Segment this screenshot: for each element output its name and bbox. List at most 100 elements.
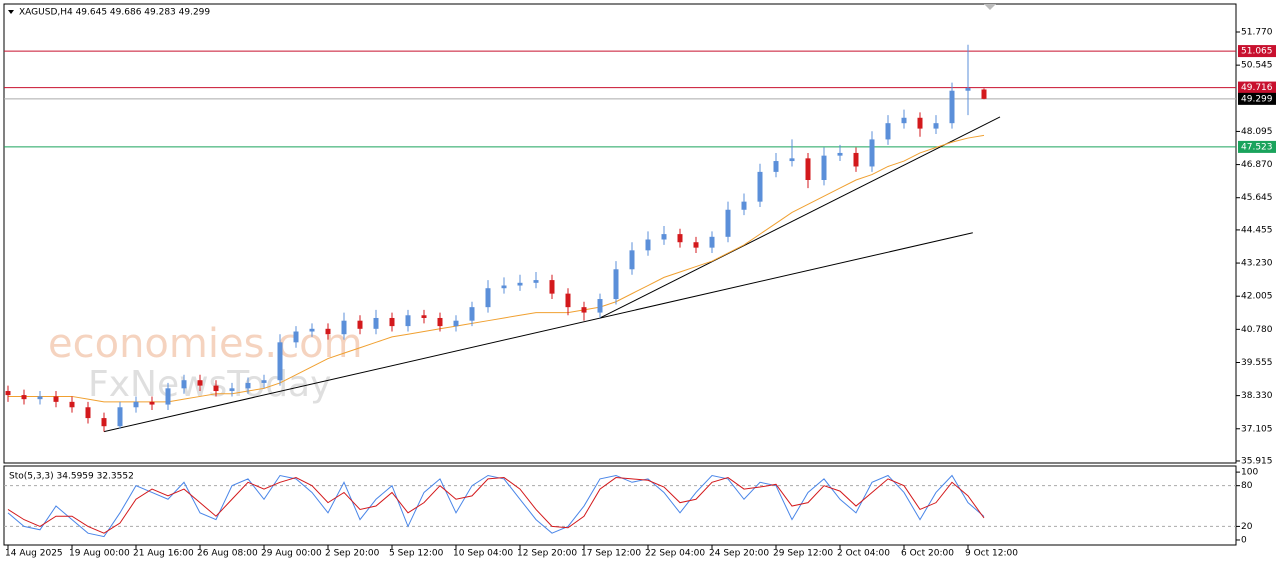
candle-body	[485, 288, 491, 308]
x-tick-label: 26 Aug 08:00	[197, 549, 258, 559]
candle-body	[965, 88, 971, 91]
candle-body	[533, 280, 539, 283]
trendline	[103, 232, 973, 433]
x-tick-label: 2 Sep 20:00	[325, 549, 380, 559]
y-tick-label: 46.870	[1241, 160, 1273, 170]
candle-body	[789, 158, 795, 162]
candle-body	[373, 317, 379, 329]
candle-body	[37, 396, 43, 400]
candle-body	[581, 307, 587, 313]
candle-body	[133, 401, 139, 408]
candle-body	[805, 158, 811, 180]
moving-average	[8, 134, 985, 403]
price-level-box	[1238, 92, 1276, 105]
candle-body	[741, 201, 747, 210]
candle-body	[853, 152, 859, 167]
y-tick-label: 38.330	[1241, 391, 1273, 401]
candle-body	[501, 285, 507, 289]
candle-body	[117, 407, 123, 427]
indicator-tick-label: 20	[1241, 522, 1253, 532]
candle-body	[437, 317, 443, 327]
indicator-tick-label: 0	[1241, 535, 1247, 545]
indicator-panel	[3, 465, 1237, 546]
watermark: FxNewsToday	[88, 364, 331, 405]
candle-body	[981, 89, 987, 99]
y-tick-label: 51.770	[1241, 28, 1273, 38]
x-tick-label: 14 Aug 2025	[5, 549, 63, 559]
candle-body	[773, 161, 779, 172]
candle-body	[549, 280, 555, 294]
candle-body	[293, 331, 299, 343]
x-tick-label: 12 Sep 20:00	[517, 549, 577, 559]
candle-body	[245, 382, 251, 389]
chart-title: XAGUSD,H4 49.645 49.686 49.283 49.299	[19, 8, 210, 18]
price-level-box	[1238, 81, 1276, 94]
candle-body	[917, 117, 923, 129]
candle-body	[725, 209, 731, 237]
price-level-box	[1238, 45, 1276, 58]
x-tick-label: 29 Sep 12:00	[773, 549, 833, 559]
menu-arrow[interactable]	[8, 10, 14, 14]
candle-body	[837, 152, 843, 156]
candle-body	[53, 396, 59, 402]
y-tick-label: 35.915	[1241, 456, 1273, 466]
x-tick-label: 29 Aug 00:00	[261, 549, 322, 559]
candle-body	[197, 380, 203, 386]
candle-body	[693, 242, 699, 248]
candle-body	[341, 320, 347, 335]
candle-body	[357, 320, 363, 329]
price-level-box	[1238, 140, 1276, 153]
candle-body	[757, 171, 763, 202]
price-level-label: 49.716	[1241, 83, 1273, 93]
stochastic-line	[7, 476, 985, 534]
candle-body	[325, 328, 331, 335]
x-tick-label: 17 Sep 12:00	[581, 549, 641, 559]
candle-body	[453, 320, 459, 327]
y-tick-label: 44.455	[1241, 225, 1273, 235]
candle-body	[709, 236, 715, 248]
candle-body	[565, 293, 571, 308]
indicator-tick-label: 100	[1241, 468, 1258, 478]
candle-body	[661, 234, 667, 240]
candle-body	[901, 117, 907, 124]
candle-body	[5, 391, 11, 396]
trendline	[599, 116, 1001, 319]
candle-body	[69, 401, 75, 408]
price-level-label: 51.065	[1241, 47, 1273, 57]
candle-body	[277, 342, 283, 381]
price-level-label: 47.523	[1241, 142, 1273, 152]
watermark: economies.com	[48, 321, 363, 367]
candle-body	[149, 401, 155, 405]
candle-body	[309, 328, 315, 332]
candle-body	[213, 385, 219, 392]
y-tick-label: 42.005	[1241, 292, 1273, 302]
candle-body	[165, 388, 171, 405]
x-tick-label: 10 Sep 04:00	[453, 549, 513, 559]
price-level-label: 49.299	[1241, 94, 1273, 104]
candle-body	[181, 380, 187, 389]
candle-body	[421, 315, 427, 318]
y-tick-label: 37.105	[1241, 424, 1273, 434]
candle-body	[869, 139, 875, 167]
x-tick-label: 2 Oct 04:00	[837, 549, 890, 559]
candle-body	[677, 234, 683, 243]
stochastic-line	[7, 474, 985, 538]
candle-body	[85, 407, 91, 419]
y-tick-label: 39.555	[1241, 358, 1273, 368]
y-tick-label: 45.645	[1241, 193, 1273, 203]
candle-body	[517, 282, 523, 286]
y-tick-label: 48.095	[1241, 127, 1273, 137]
candle-body	[949, 90, 955, 124]
y-tick-label: 40.780	[1241, 325, 1273, 335]
candle-body	[389, 317, 395, 327]
candle-body	[469, 307, 475, 321]
x-tick-label: 22 Sep 04:00	[645, 549, 705, 559]
candle-body	[613, 269, 619, 300]
x-tick-label: 21 Aug 16:00	[133, 549, 194, 559]
candle-body	[261, 380, 267, 383]
indicator-title: Sto(5,3,3) 34.5959 32.3552	[9, 472, 134, 482]
candle-body	[885, 123, 891, 140]
shift-marker	[984, 4, 996, 10]
candle-body	[229, 388, 235, 392]
